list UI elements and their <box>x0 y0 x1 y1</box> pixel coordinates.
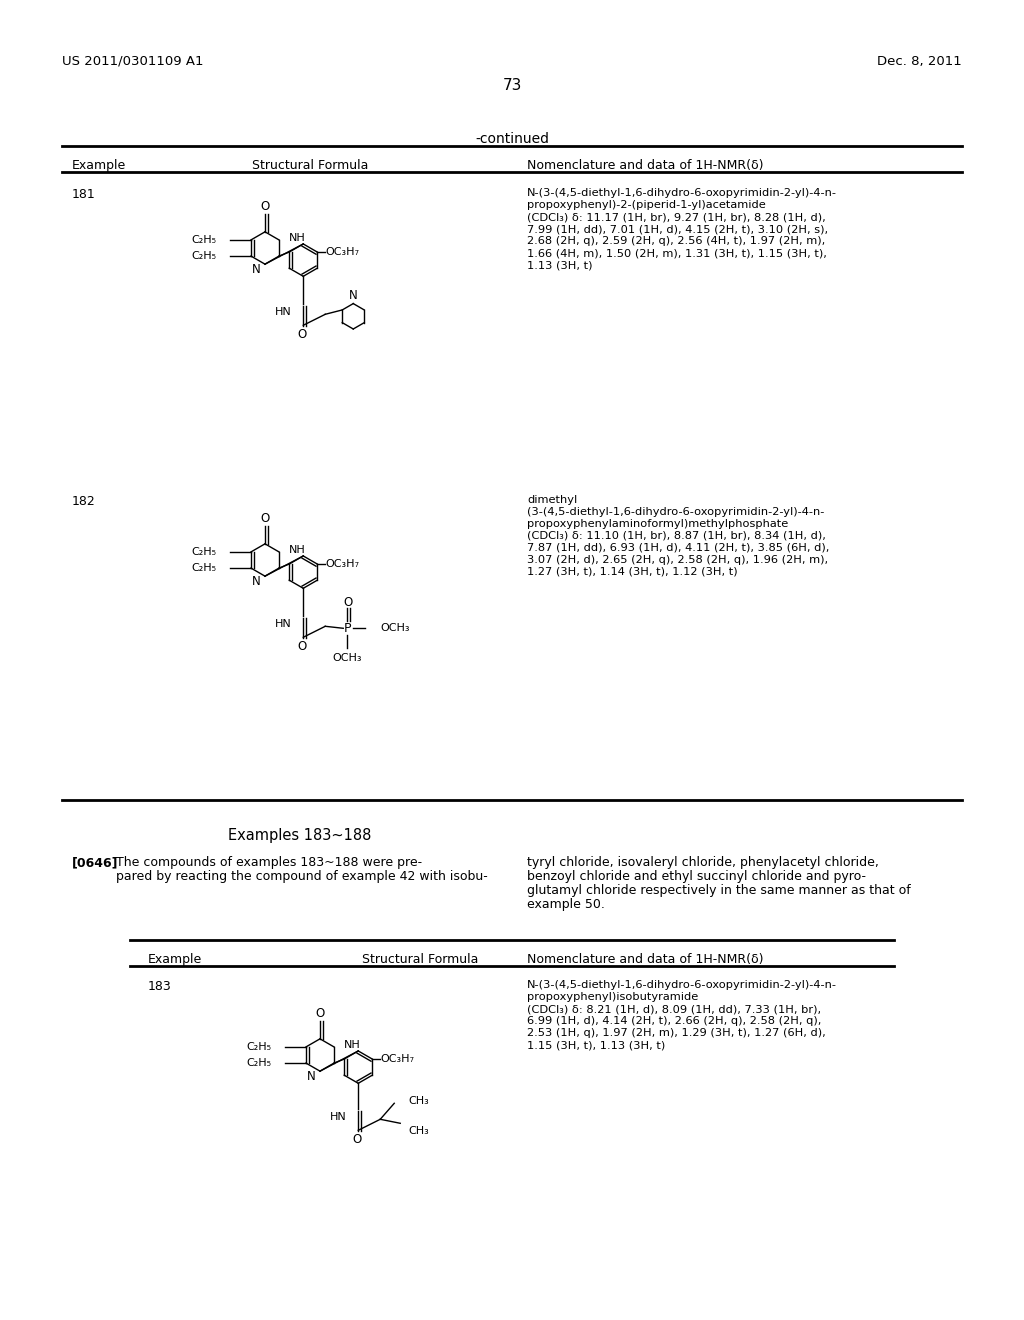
Text: Structural Formula: Structural Formula <box>252 158 369 172</box>
Text: Dec. 8, 2011: Dec. 8, 2011 <box>878 55 962 69</box>
Text: O: O <box>344 595 353 609</box>
Text: OC₃H₇: OC₃H₇ <box>326 247 359 257</box>
Text: 183: 183 <box>148 979 172 993</box>
Text: CH₃: CH₃ <box>409 1126 429 1137</box>
Text: CH₃: CH₃ <box>409 1097 429 1106</box>
Text: 3.07 (2H, d), 2.65 (2H, q), 2.58 (2H, q), 1.96 (2H, m),: 3.07 (2H, d), 2.65 (2H, q), 2.58 (2H, q)… <box>527 554 828 565</box>
Text: C₂H₅: C₂H₅ <box>191 546 216 557</box>
Text: 2.53 (1H, q), 1.97 (2H, m), 1.29 (3H, t), 1.27 (6H, d),: 2.53 (1H, q), 1.97 (2H, m), 1.29 (3H, t)… <box>527 1028 825 1038</box>
Text: glutamyl chloride respectively in the same manner as that of: glutamyl chloride respectively in the sa… <box>527 884 910 898</box>
Text: 182: 182 <box>72 495 96 508</box>
Text: Examples 183~188: Examples 183~188 <box>228 828 372 843</box>
Text: 1.66 (4H, m), 1.50 (2H, m), 1.31 (3H, t), 1.15 (3H, t),: 1.66 (4H, m), 1.50 (2H, m), 1.31 (3H, t)… <box>527 248 826 257</box>
Text: example 50.: example 50. <box>527 898 605 911</box>
Text: Example: Example <box>148 953 203 966</box>
Text: 73: 73 <box>503 78 521 92</box>
Text: HN: HN <box>274 308 291 317</box>
Text: dimethyl: dimethyl <box>527 495 578 506</box>
Text: N: N <box>307 1069 316 1082</box>
Text: 1.15 (3H, t), 1.13 (3H, t): 1.15 (3H, t), 1.13 (3H, t) <box>527 1040 666 1049</box>
Text: N-(3-(4,5-diethyl-1,6-dihydro-6-oxopyrimidin-2-yl)-4-n-: N-(3-(4,5-diethyl-1,6-dihydro-6-oxopyrim… <box>527 979 837 990</box>
Text: Structural Formula: Structural Formula <box>361 953 478 966</box>
Text: HN: HN <box>274 619 291 630</box>
Text: OC₃H₇: OC₃H₇ <box>326 560 359 569</box>
Text: N-(3-(4,5-diethyl-1,6-dihydro-6-oxopyrimidin-2-yl)-4-n-: N-(3-(4,5-diethyl-1,6-dihydro-6-oxopyrim… <box>527 187 837 198</box>
Text: C₂H₅: C₂H₅ <box>246 1059 271 1068</box>
Text: C₂H₅: C₂H₅ <box>191 564 216 573</box>
Text: Nomenclature and data of 1H-NMR(δ): Nomenclature and data of 1H-NMR(δ) <box>527 953 764 966</box>
Text: propoxyphenyl)isobutyramide: propoxyphenyl)isobutyramide <box>527 993 698 1002</box>
Text: Example: Example <box>72 158 126 172</box>
Text: 1.13 (3H, t): 1.13 (3H, t) <box>527 260 593 271</box>
Text: O: O <box>352 1133 361 1146</box>
Text: C₂H₅: C₂H₅ <box>246 1041 271 1052</box>
Text: N: N <box>252 263 261 276</box>
Text: 181: 181 <box>72 187 96 201</box>
Text: 7.87 (1H, dd), 6.93 (1H, d), 4.11 (2H, t), 3.85 (6H, d),: 7.87 (1H, dd), 6.93 (1H, d), 4.11 (2H, t… <box>527 543 829 553</box>
Text: pared by reacting the compound of example 42 with isobu-: pared by reacting the compound of exampl… <box>116 870 487 883</box>
Text: N: N <box>349 289 357 302</box>
Text: 2.68 (2H, q), 2.59 (2H, q), 2.56 (4H, t), 1.97 (2H, m),: 2.68 (2H, q), 2.59 (2H, q), 2.56 (4H, t)… <box>527 236 825 246</box>
Text: (CDCl₃) δ: 8.21 (1H, d), 8.09 (1H, dd), 7.33 (1H, br),: (CDCl₃) δ: 8.21 (1H, d), 8.09 (1H, dd), … <box>527 1005 821 1014</box>
Text: (CDCl₃) δ: 11.10 (1H, br), 8.87 (1H, br), 8.34 (1H, d),: (CDCl₃) δ: 11.10 (1H, br), 8.87 (1H, br)… <box>527 531 826 541</box>
Text: The compounds of examples 183~188 were pre-: The compounds of examples 183~188 were p… <box>116 855 422 869</box>
Text: C₂H₅: C₂H₅ <box>191 235 216 246</box>
Text: (3-(4,5-diethyl-1,6-dihydro-6-oxopyrimidin-2-yl)-4-n-: (3-(4,5-diethyl-1,6-dihydro-6-oxopyrimid… <box>527 507 824 517</box>
Text: OCH₃: OCH₃ <box>380 623 410 634</box>
Text: -continued: -continued <box>475 132 549 147</box>
Text: benzoyl chloride and ethyl succinyl chloride and pyro-: benzoyl chloride and ethyl succinyl chlo… <box>527 870 866 883</box>
Text: NH: NH <box>289 545 306 554</box>
Text: P: P <box>343 622 351 635</box>
Text: NH: NH <box>344 1040 360 1049</box>
Text: N: N <box>252 574 261 587</box>
Text: O: O <box>260 512 269 525</box>
Text: O: O <box>260 201 269 213</box>
Text: US 2011/0301109 A1: US 2011/0301109 A1 <box>62 55 204 69</box>
Text: O: O <box>298 327 307 341</box>
Text: propoxyphenyl)-2-(piperid-1-yl)acetamide: propoxyphenyl)-2-(piperid-1-yl)acetamide <box>527 201 766 210</box>
Text: HN: HN <box>330 1113 346 1122</box>
Text: C₂H₅: C₂H₅ <box>191 251 216 261</box>
Text: 1.27 (3H, t), 1.14 (3H, t), 1.12 (3H, t): 1.27 (3H, t), 1.14 (3H, t), 1.12 (3H, t) <box>527 568 737 577</box>
Text: Nomenclature and data of 1H-NMR(δ): Nomenclature and data of 1H-NMR(δ) <box>527 158 764 172</box>
Text: 6.99 (1H, d), 4.14 (2H, t), 2.66 (2H, q), 2.58 (2H, q),: 6.99 (1H, d), 4.14 (2H, t), 2.66 (2H, q)… <box>527 1016 821 1026</box>
Text: [0646]: [0646] <box>72 855 119 869</box>
Text: NH: NH <box>289 232 306 243</box>
Text: OCH₃: OCH₃ <box>333 653 362 663</box>
Text: tyryl chloride, isovaleryl chloride, phenylacetyl chloride,: tyryl chloride, isovaleryl chloride, phe… <box>527 855 879 869</box>
Text: OC₃H₇: OC₃H₇ <box>380 1055 415 1064</box>
Text: propoxyphenylaminoformyl)methylphosphate: propoxyphenylaminoformyl)methylphosphate <box>527 519 788 529</box>
Text: O: O <box>315 1007 325 1020</box>
Text: 7.99 (1H, dd), 7.01 (1H, d), 4.15 (2H, t), 3.10 (2H, s),: 7.99 (1H, dd), 7.01 (1H, d), 4.15 (2H, t… <box>527 224 828 234</box>
Text: O: O <box>298 640 307 653</box>
Text: (CDCl₃) δ: 11.17 (1H, br), 9.27 (1H, br), 8.28 (1H, d),: (CDCl₃) δ: 11.17 (1H, br), 9.27 (1H, br)… <box>527 213 825 222</box>
